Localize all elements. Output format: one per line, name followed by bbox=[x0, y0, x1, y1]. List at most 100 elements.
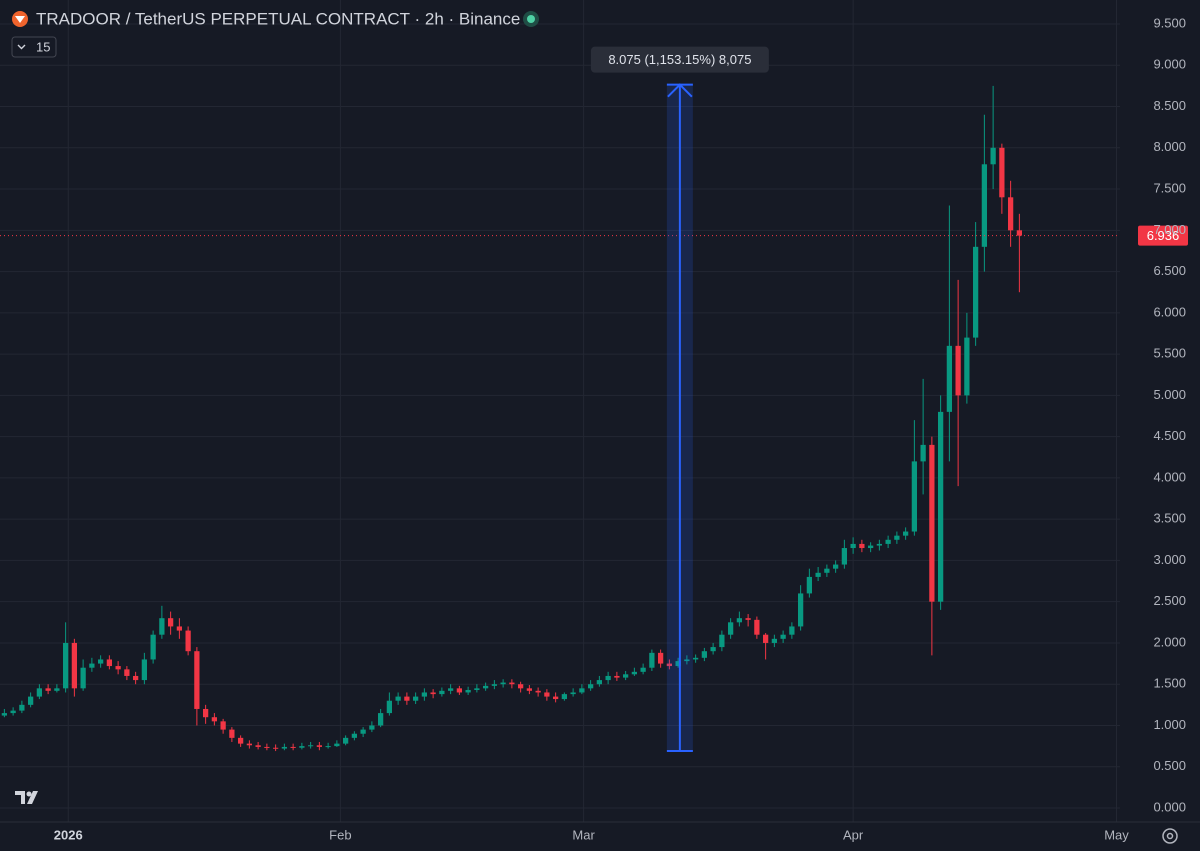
candle-body bbox=[841, 548, 847, 565]
candle-body bbox=[745, 618, 751, 620]
candle-body bbox=[815, 572, 821, 577]
candle-body bbox=[771, 638, 777, 643]
candle-body bbox=[693, 657, 699, 660]
candle-body bbox=[316, 745, 322, 747]
status-dot bbox=[527, 15, 535, 23]
y-tick-label: 5.000 bbox=[1153, 387, 1186, 402]
candle-body bbox=[518, 684, 524, 689]
candle-body bbox=[675, 661, 681, 667]
candle-body bbox=[421, 692, 427, 697]
candle-body bbox=[439, 690, 445, 695]
candle-body bbox=[850, 543, 856, 549]
candle-body bbox=[360, 729, 366, 734]
candle-body bbox=[929, 444, 935, 602]
candle-body bbox=[176, 626, 182, 631]
candle-body bbox=[946, 345, 952, 412]
grid bbox=[0, 0, 1120, 822]
candle-body bbox=[684, 659, 690, 662]
y-tick-label: 8.500 bbox=[1153, 98, 1186, 113]
candle-body bbox=[701, 651, 707, 658]
y-tick-label: 2.000 bbox=[1153, 634, 1186, 649]
indicator-badge[interactable] bbox=[11, 36, 57, 58]
candle-body bbox=[763, 634, 769, 643]
candle-body bbox=[456, 688, 462, 693]
candle-body bbox=[588, 684, 594, 689]
candle-body bbox=[54, 688, 60, 691]
candle-body bbox=[868, 545, 874, 549]
candle-body bbox=[631, 671, 637, 675]
y-tick-label: 6.000 bbox=[1153, 304, 1186, 319]
candle-body bbox=[115, 666, 121, 670]
candle-body bbox=[623, 674, 629, 678]
candle-body bbox=[238, 737, 244, 744]
candle-body bbox=[885, 539, 891, 544]
candle-body bbox=[859, 543, 865, 549]
candle-body bbox=[920, 444, 926, 462]
y-tick-label: 9.000 bbox=[1153, 57, 1186, 72]
candle-body bbox=[1016, 230, 1022, 236]
candle-body bbox=[955, 345, 961, 396]
candle-body bbox=[378, 713, 384, 726]
y-tick-label: 4.500 bbox=[1153, 428, 1186, 443]
candle-body bbox=[19, 704, 25, 711]
candle-body bbox=[1008, 197, 1014, 231]
y-tick-label: 3.500 bbox=[1153, 511, 1186, 526]
candle-body bbox=[780, 634, 786, 639]
settings-icon[interactable] bbox=[1162, 828, 1178, 844]
badge-chevron bbox=[17, 44, 26, 50]
y-tick-label: 6.500 bbox=[1153, 263, 1186, 278]
candle-body bbox=[395, 696, 401, 701]
candle-body bbox=[159, 618, 165, 635]
candle-body bbox=[255, 745, 261, 747]
candle-body bbox=[203, 708, 209, 718]
y-tick-label: 7.500 bbox=[1153, 180, 1186, 195]
candle-body bbox=[964, 337, 970, 396]
candle-body bbox=[500, 682, 506, 685]
candle-body bbox=[544, 692, 550, 697]
candle-body bbox=[465, 689, 471, 693]
candle-body bbox=[211, 717, 217, 722]
candle-body bbox=[63, 642, 69, 689]
candle-body bbox=[526, 688, 532, 691]
candle-body bbox=[579, 688, 585, 693]
x-tick-label: Feb bbox=[329, 827, 351, 842]
candle-body bbox=[185, 630, 191, 652]
candle-body bbox=[474, 688, 480, 690]
x-tick-label: Mar bbox=[572, 827, 595, 842]
candle-body bbox=[973, 246, 979, 338]
tv-logo bbox=[15, 791, 38, 804]
candle-body bbox=[430, 692, 436, 695]
candle-body bbox=[491, 684, 497, 686]
y-tick-label: 8.000 bbox=[1153, 139, 1186, 154]
candle-body bbox=[229, 729, 235, 738]
candle-body bbox=[133, 675, 139, 681]
badge-text: 15 bbox=[36, 39, 50, 54]
candle-body bbox=[308, 745, 314, 747]
y-tick-label: 0.500 bbox=[1153, 758, 1186, 773]
candle-body bbox=[299, 746, 305, 748]
y-tick-label: 2.500 bbox=[1153, 593, 1186, 608]
candle-body bbox=[666, 663, 672, 667]
candle-body bbox=[281, 746, 287, 749]
candle-body bbox=[754, 619, 760, 635]
candle-body bbox=[71, 642, 77, 689]
candle-body bbox=[719, 634, 725, 648]
candle-body bbox=[710, 647, 716, 652]
candle-body bbox=[10, 710, 16, 714]
y-tick-label: 1.500 bbox=[1153, 676, 1186, 691]
candle-body bbox=[45, 688, 51, 691]
candle-body bbox=[386, 700, 392, 714]
candle-body bbox=[824, 568, 830, 573]
candle-body bbox=[903, 531, 909, 536]
candle-body bbox=[806, 576, 812, 594]
candle-body bbox=[658, 652, 664, 664]
y-tick-label: 0.000 bbox=[1153, 799, 1186, 814]
candle-body bbox=[36, 688, 42, 697]
candle-body bbox=[194, 651, 200, 709]
last-price-box bbox=[1138, 225, 1188, 246]
candle-body bbox=[89, 663, 95, 668]
candle-body bbox=[640, 667, 646, 672]
candle-body bbox=[570, 692, 576, 695]
candle-body bbox=[28, 696, 34, 705]
